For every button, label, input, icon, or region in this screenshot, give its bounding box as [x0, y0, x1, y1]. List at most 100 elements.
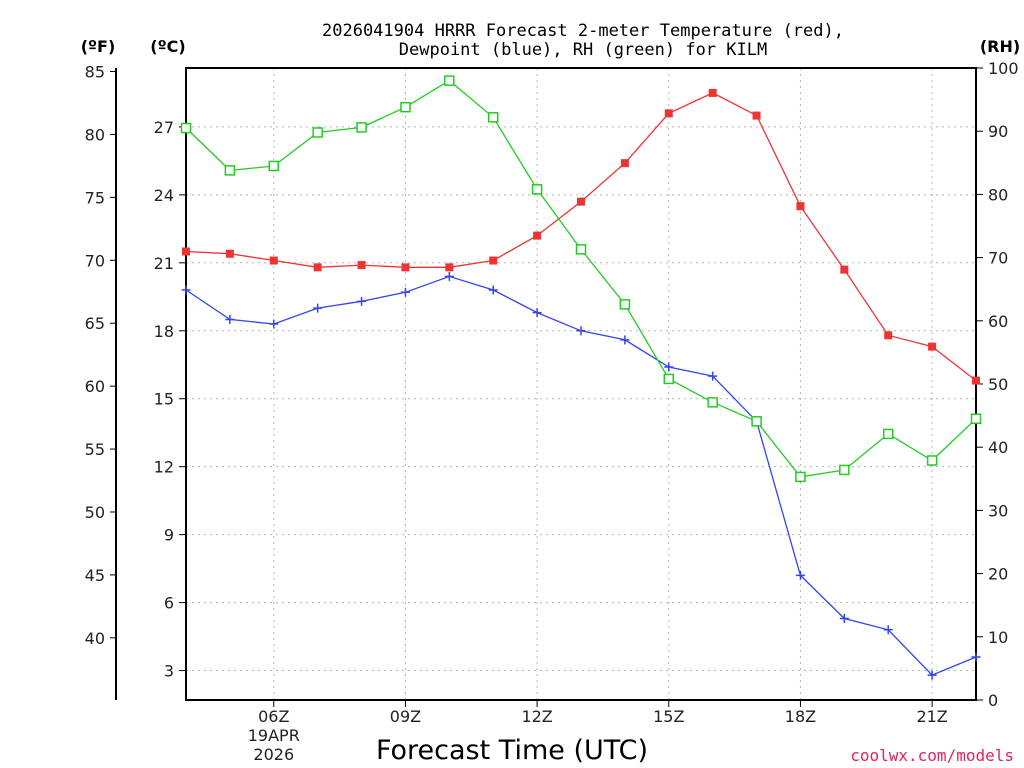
- x-axis-title: Forecast Time (UTC): [376, 735, 648, 766]
- dewpoint-point: [839, 613, 849, 623]
- temperature-point: [489, 256, 498, 265]
- dewpoint-point: [444, 271, 454, 281]
- dewpoint-point: [269, 319, 279, 329]
- temperature-point: [445, 263, 454, 272]
- temperature-point: [972, 376, 980, 385]
- temperature-point: [708, 88, 717, 97]
- relative-humidity-point: [795, 471, 806, 483]
- date-label-year: 2026: [253, 745, 294, 764]
- rh-tick-label: 90: [988, 122, 1008, 141]
- dewpoint-point: [883, 625, 893, 635]
- relative-humidity-point: [751, 416, 762, 427]
- relative-humidity-point: [180, 122, 192, 134]
- time-tick-label: 18Z: [785, 707, 816, 726]
- relative-humidity-line: [185, 79, 977, 478]
- chart-title-line2: Dewpoint (blue), RH (green) for KILM: [399, 40, 767, 60]
- fahrenheit-tick-label: 45: [85, 566, 105, 585]
- celsius-tick-label: 24: [154, 186, 174, 205]
- dewpoint-point: [225, 314, 235, 324]
- series-layer: [180, 75, 982, 680]
- temperature-point: [928, 342, 937, 351]
- dewpoint-point: [971, 652, 981, 662]
- temperature-point: [884, 331, 893, 340]
- rh-tick-label: 60: [988, 312, 1008, 331]
- gridlines: [186, 68, 976, 700]
- dewpoint-point: [664, 362, 674, 372]
- relative-humidity-point: [487, 112, 499, 123]
- dewpoint-point: [488, 285, 498, 295]
- celsius-tick-label: 12: [154, 458, 174, 477]
- rh-tick-label: 30: [988, 501, 1008, 520]
- rh-unit-label: (RH): [980, 37, 1020, 56]
- celsius-tick-label: 27: [154, 118, 174, 137]
- credit-text: coolwx.com/models: [850, 746, 1014, 765]
- temperature-point: [533, 231, 542, 240]
- relative-humidity-point: [663, 373, 675, 385]
- dewpoint-point: [357, 296, 367, 306]
- relative-humidity-point: [839, 464, 850, 476]
- temperature-point: [401, 263, 410, 272]
- rh-tick-label: 70: [988, 249, 1008, 268]
- fahrenheit-tick-label: 55: [85, 440, 105, 459]
- temperature-point: [620, 159, 629, 168]
- fahrenheit-tick-label: 40: [85, 629, 105, 648]
- time-tick-label: 15Z: [653, 707, 684, 726]
- dewpoint-point: [620, 335, 630, 345]
- temperature-point: [752, 111, 761, 120]
- time-tick-label: 21Z: [916, 707, 947, 726]
- fahrenheit-tick-label: 70: [85, 251, 105, 270]
- temperature-point: [225, 249, 234, 258]
- temperature-point: [664, 109, 673, 118]
- fahrenheit-tick-label: 65: [85, 314, 105, 333]
- temperature-point: [796, 202, 805, 211]
- plot-frame: [185, 67, 977, 701]
- rh-axis: 0 10 20 30 40 50 60 70 80 90 100: [976, 59, 1019, 710]
- rh-tick-label: 0: [988, 691, 998, 710]
- date-label-day: 19APR: [248, 726, 300, 745]
- temperature-line: [185, 92, 977, 382]
- fahrenheit-axis: 40 45 50 55 60 65 70 75 80 85: [85, 63, 116, 648]
- relative-humidity-point: [444, 75, 455, 86]
- celsius-tick-label: 6: [164, 594, 174, 613]
- dewpoint-point: [795, 570, 805, 580]
- rh-tick-label: 50: [988, 375, 1008, 394]
- relative-humidity-point: [707, 397, 718, 408]
- fahrenheit-unit-label: (ºF): [81, 37, 116, 56]
- dewpoint-point: [927, 670, 937, 680]
- relative-humidity-point: [268, 160, 280, 172]
- temperature-point: [840, 265, 849, 274]
- dewpoint-point: [181, 285, 191, 295]
- celsius-tick-label: 18: [154, 322, 174, 341]
- dewpoint-point: [708, 371, 718, 381]
- rh-tick-label: 10: [988, 628, 1008, 647]
- relative-humidity-point: [970, 413, 982, 425]
- dewpoint-point: [400, 287, 410, 297]
- rh-tick-label: 100: [988, 59, 1019, 78]
- temperature-point: [313, 263, 322, 272]
- time-tick-label: 06Z: [258, 707, 289, 726]
- fahrenheit-tick-label: 60: [85, 377, 105, 396]
- dewpoint-point: [532, 308, 542, 318]
- relative-humidity-point: [400, 101, 411, 113]
- celsius-tick-label: 15: [154, 390, 174, 409]
- celsius-tick-label: 9: [164, 526, 174, 545]
- celsius-tick-label: 3: [164, 662, 174, 681]
- dewpoint-point: [313, 303, 323, 313]
- rh-tick-label: 80: [988, 185, 1008, 204]
- celsius-unit-label: (ºC): [150, 37, 185, 56]
- celsius-axis: 3 6 9 12 15 18 21 24 27: [154, 118, 186, 681]
- rh-tick-label: 40: [988, 438, 1008, 457]
- time-tick-label: 09Z: [390, 707, 421, 726]
- temperature-point: [182, 247, 190, 256]
- temperature-point: [357, 261, 366, 270]
- fahrenheit-tick-label: 85: [85, 63, 105, 82]
- relative-humidity-point: [619, 299, 631, 310]
- fahrenheit-tick-label: 75: [85, 188, 105, 207]
- relative-humidity-point: [531, 184, 543, 195]
- temperature-point: [269, 256, 278, 265]
- temperature-point: [577, 197, 585, 206]
- relative-humidity-point: [312, 127, 323, 138]
- celsius-tick-label: 21: [154, 254, 174, 273]
